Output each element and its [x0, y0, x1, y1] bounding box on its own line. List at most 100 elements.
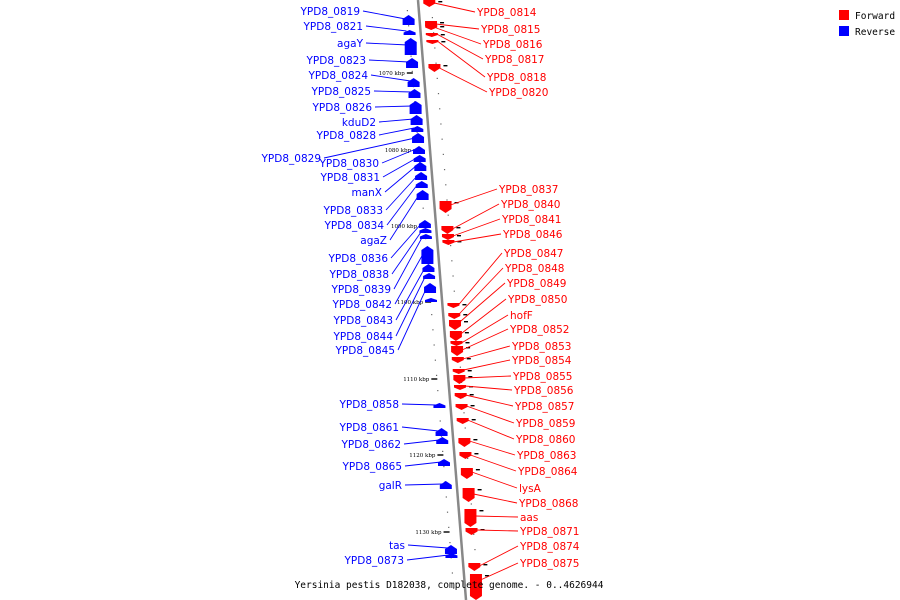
gene-forward-glyph[interactable]: [441, 234, 454, 240]
gene-reverse-glyph[interactable]: [425, 298, 437, 302]
gene-forward-glyph[interactable]: [441, 226, 454, 234]
gene-label-ypd8-0857[interactable]: YPD8_0857: [514, 401, 574, 413]
gene-reverse-glyph[interactable]: [433, 403, 446, 408]
gene-reverse-glyph[interactable]: [423, 273, 436, 279]
gene-label-ypd8-0855[interactable]: YPD8_0855: [512, 371, 572, 383]
gene-label-hoff[interactable]: hofF: [510, 310, 533, 322]
gene-forward-glyph[interactable]: [428, 64, 441, 72]
gene-forward-glyph[interactable]: [468, 563, 481, 571]
gene-label-ypd8-0873[interactable]: YPD8_0873: [344, 555, 404, 567]
gene-label-ypd8-0865[interactable]: YPD8_0865: [342, 461, 402, 473]
gene-reverse-glyph[interactable]: [422, 264, 435, 272]
gene-reverse-glyph[interactable]: [436, 437, 449, 444]
gene-reverse-glyph[interactable]: [411, 126, 424, 132]
gene-forward-glyph[interactable]: [451, 357, 464, 363]
gene-label-ypd8-0824[interactable]: YPD8_0824: [308, 70, 369, 82]
gene-forward-glyph[interactable]: [452, 369, 465, 374]
gene-label-ypd8-0875[interactable]: YPD8_0875: [519, 558, 579, 570]
gene-forward-glyph[interactable]: [426, 40, 439, 44]
gene-label-ypd8-0841[interactable]: YPD8_0841: [501, 214, 561, 226]
gene-reverse-glyph[interactable]: [404, 38, 417, 55]
gene-label-ypd8-0844[interactable]: YPD8_0844: [333, 331, 394, 343]
gene-label-ypd8-0816[interactable]: YPD8_0816: [482, 39, 543, 51]
gene-label-lysa[interactable]: lysA: [519, 483, 542, 495]
gene-reverse-glyph[interactable]: [444, 545, 457, 554]
gene-label-ypd8-0864[interactable]: YPD8_0864: [517, 466, 578, 478]
gene-forward-glyph[interactable]: [459, 452, 472, 459]
gene-label-ypd8-0854[interactable]: YPD8_0854: [511, 355, 572, 367]
gene-forward-glyph[interactable]: [442, 240, 455, 245]
gene-reverse-glyph[interactable]: [409, 101, 422, 114]
gene-reverse-glyph[interactable]: [416, 190, 429, 200]
gene-label-ypd8-0846[interactable]: YPD8_0846: [502, 229, 563, 241]
gene-forward-glyph[interactable]: [450, 341, 463, 346]
gene-reverse-glyph[interactable]: [419, 234, 432, 239]
gene-reverse-glyph[interactable]: [418, 220, 431, 228]
gene-forward-glyph[interactable]: [451, 346, 464, 356]
gene-label-ypd8-0860[interactable]: YPD8_0860: [515, 434, 575, 446]
gene-reverse-glyph[interactable]: [438, 459, 450, 466]
gene-label-ypd8-0820[interactable]: YPD8_0820: [488, 87, 548, 99]
gene-label-galr[interactable]: galR: [379, 480, 402, 492]
gene-forward-glyph[interactable]: [439, 201, 452, 213]
gene-label-agaz[interactable]: agaZ: [360, 235, 387, 247]
gene-label-ypd8-0843[interactable]: YPD8_0843: [333, 315, 393, 327]
gene-label-kdud2[interactable]: kduD2: [342, 117, 376, 129]
gene-label-ypd8-0871[interactable]: YPD8_0871: [519, 526, 579, 538]
gene-reverse-glyph[interactable]: [408, 89, 421, 98]
gene-reverse-glyph[interactable]: [424, 283, 437, 293]
gene-label-ypd8-0862[interactable]: YPD8_0862: [341, 439, 401, 451]
gene-label-ypd8-0850[interactable]: YPD8_0850: [507, 294, 567, 306]
gene-forward-glyph[interactable]: [465, 528, 478, 535]
gene-forward-glyph[interactable]: [464, 509, 477, 527]
gene-label-ypd8-0836[interactable]: YPD8_0836: [328, 253, 389, 265]
gene-label-ypd8-0838[interactable]: YPD8_0838: [329, 269, 389, 281]
gene-label-ypd8-0868[interactable]: YPD8_0868: [518, 498, 578, 510]
gene-forward-glyph[interactable]: [455, 404, 468, 410]
gene-forward-glyph[interactable]: [456, 418, 469, 424]
gene-label-ypd8-0849[interactable]: YPD8_0849: [506, 278, 566, 290]
gene-reverse-glyph[interactable]: [419, 228, 432, 233]
gene-label-ypd8-0818[interactable]: YPD8_0818: [486, 72, 546, 84]
gene-forward-glyph[interactable]: [460, 468, 473, 479]
gene-forward-glyph[interactable]: [423, 0, 436, 7]
gene-reverse-glyph[interactable]: [407, 78, 420, 87]
gene-label-ypd8-0821[interactable]: YPD8_0821: [303, 21, 363, 33]
gene-forward-glyph[interactable]: [447, 303, 460, 308]
gene-label-ypd8-0858[interactable]: YPD8_0858: [339, 399, 399, 411]
gene-label-ypd8-0842[interactable]: YPD8_0842: [332, 299, 392, 311]
gene-forward-glyph[interactable]: [454, 385, 466, 390]
gene-label-ypd8-0834[interactable]: YPD8_0834: [324, 220, 385, 232]
gene-label-ypd8-0815[interactable]: YPD8_0815: [480, 24, 540, 36]
gene-label-tas[interactable]: tas: [389, 540, 405, 552]
gene-forward-glyph[interactable]: [458, 438, 471, 447]
gene-label-ypd8-0863[interactable]: YPD8_0863: [516, 450, 576, 462]
gene-reverse-glyph[interactable]: [410, 115, 423, 125]
gene-label-ypd8-0853[interactable]: YPD8_0853: [511, 341, 571, 353]
gene-forward-glyph[interactable]: [425, 25, 438, 30]
gene-label-ypd8-0833[interactable]: YPD8_0833: [323, 205, 383, 217]
gene-label-ypd8-0837[interactable]: YPD8_0837: [498, 184, 558, 196]
gene-reverse-glyph[interactable]: [403, 30, 416, 35]
gene-forward-glyph[interactable]: [448, 313, 461, 319]
gene-reverse-glyph[interactable]: [402, 15, 415, 25]
gene-reverse-glyph[interactable]: [415, 181, 428, 188]
gene-label-ypd8-0847[interactable]: YPD8_0847: [503, 248, 563, 260]
gene-reverse-glyph[interactable]: [415, 172, 428, 180]
gene-label-ypd8-0861[interactable]: YPD8_0861: [339, 422, 399, 434]
gene-forward-glyph[interactable]: [425, 33, 438, 37]
gene-reverse-glyph[interactable]: [406, 58, 419, 68]
gene-label-ypd8-0814[interactable]: YPD8_0814: [476, 7, 537, 19]
gene-reverse-glyph[interactable]: [435, 428, 448, 436]
gene-forward-glyph[interactable]: [453, 375, 466, 384]
gene-label-ypd8-0830[interactable]: YPD8_0830: [319, 158, 379, 170]
gene-forward-glyph[interactable]: [449, 331, 462, 341]
gene-label-ypd8-0826[interactable]: YPD8_0826: [312, 102, 373, 114]
gene-reverse-glyph[interactable]: [414, 162, 427, 171]
gene-reverse-glyph[interactable]: [412, 133, 425, 143]
gene-reverse-glyph[interactable]: [413, 146, 425, 154]
gene-label-ypd8-0825[interactable]: YPD8_0825: [311, 86, 371, 98]
gene-forward-glyph[interactable]: [449, 320, 461, 330]
gene-label-aas[interactable]: aas: [520, 512, 538, 524]
gene-reverse-glyph[interactable]: [445, 553, 458, 558]
